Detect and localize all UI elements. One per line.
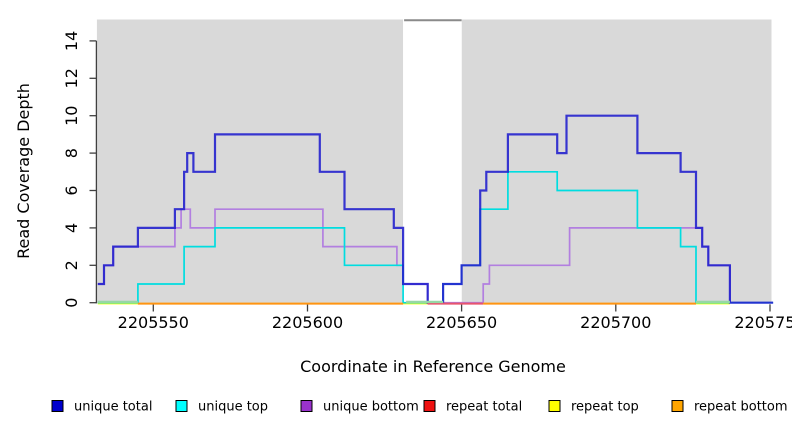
x-tick-label: 2205700	[580, 313, 651, 332]
legend-swatch-unique-bottom	[300, 400, 313, 412]
legend-label-unique-total: unique total	[74, 400, 152, 415]
y-tick-label: 12	[62, 68, 81, 88]
gap-notch	[403, 14, 462, 305]
legend-swatch-unique-top	[175, 400, 188, 412]
x-tick-label: 2205650	[426, 313, 497, 332]
white-gap-region	[403, 14, 462, 305]
legend-label-unique-bottom: unique bottom	[323, 400, 419, 415]
shaded-regions	[96, 19, 772, 304]
y-tick-label: 0	[62, 298, 81, 308]
legend-label-repeat-top: repeat top	[571, 400, 639, 415]
baseline-overlays	[97, 300, 730, 305]
y-axis-title: Read Coverage Depth	[14, 83, 33, 259]
x-tick-label: 2205600	[272, 313, 343, 332]
legend-label-repeat-bottom: repeat bottom	[694, 400, 788, 415]
y-tick-label: 14	[62, 31, 81, 51]
x-axis-title: Coordinate in Reference Genome	[300, 357, 566, 376]
legend-swatch-repeat-total	[423, 400, 436, 412]
y-tick-label: 6	[62, 185, 81, 195]
legend-label-unique-top: unique top	[198, 400, 268, 415]
x-tick-label: 2205750	[734, 313, 792, 332]
shaded-band	[461, 19, 772, 304]
legend-swatch-unique-total	[51, 400, 64, 412]
legend-swatch-repeat-top	[548, 400, 561, 412]
y-tick-label: 10	[62, 106, 81, 126]
y-tick-label: 4	[62, 223, 81, 233]
axes: 0 2 4 6 8 10 12 14 2205550 2205600 2205650 2205700 2…	[62, 31, 792, 332]
chart-legend: unique total unique top unique bottom repea…	[51, 400, 788, 415]
legend-swatch-repeat-bottom	[671, 400, 684, 412]
legend-label-repeat-total: repeat total	[446, 400, 522, 415]
shaded-band	[96, 19, 404, 304]
x-tick-label: 2205550	[118, 313, 189, 332]
y-tick-label: 2	[62, 260, 81, 270]
y-tick-label: 8	[62, 148, 81, 158]
